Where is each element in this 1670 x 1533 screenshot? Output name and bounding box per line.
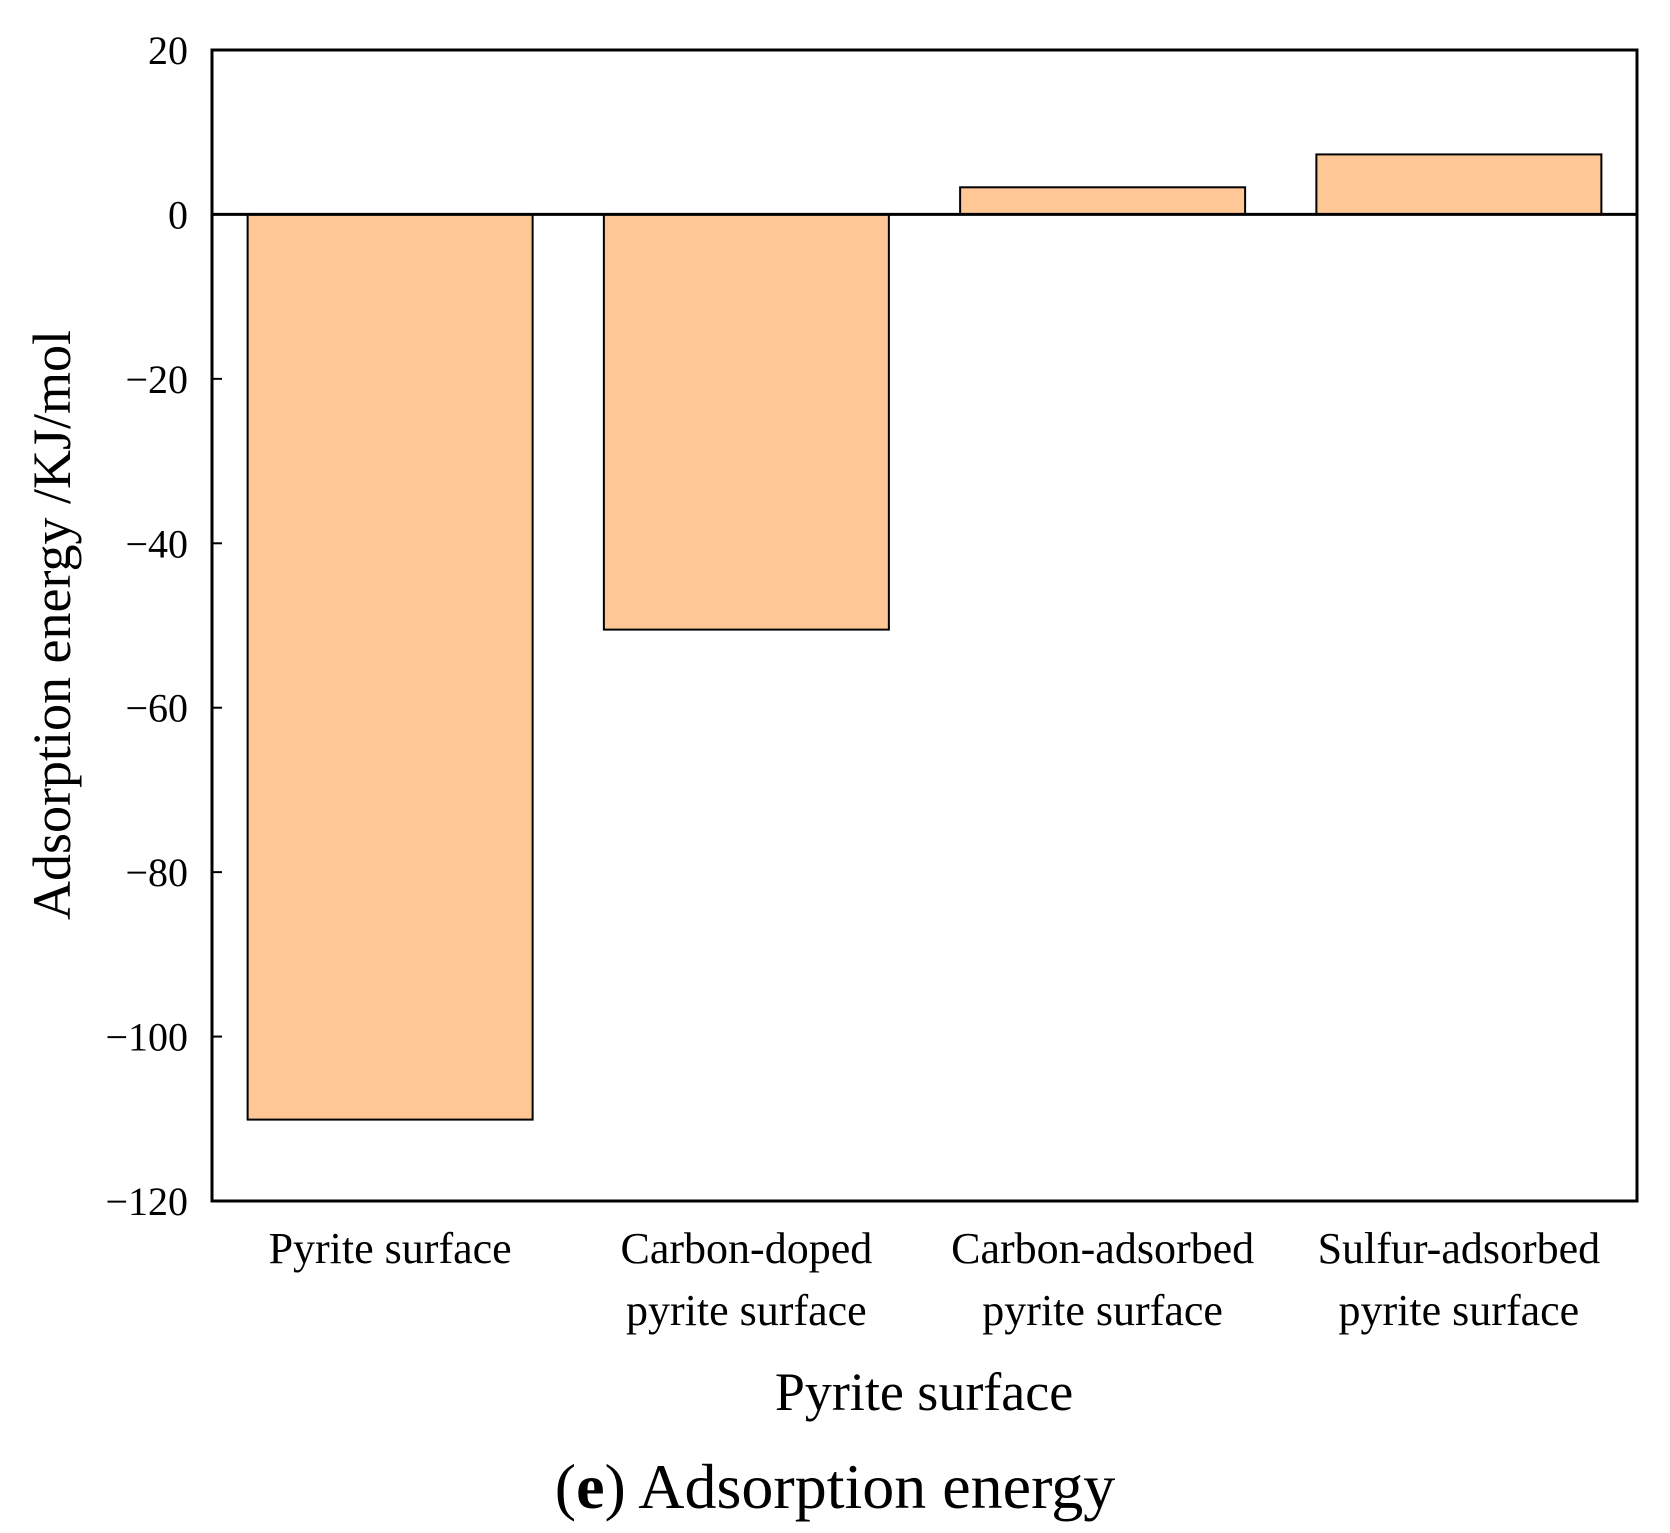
y-tick-label: 0 — [168, 192, 188, 237]
x-category-label-line: Carbon-doped — [621, 1224, 873, 1273]
caption-title: Adsorption energy — [626, 1451, 1115, 1522]
caption-open-paren: ( — [555, 1451, 576, 1522]
y-tick-label: 20 — [148, 28, 188, 73]
x-category-label-line: pyrite surface — [1339, 1286, 1580, 1335]
y-tick-label: −120 — [105, 1179, 188, 1224]
plot-frame — [210, 48, 1639, 1203]
bar-2 — [602, 213, 890, 631]
y-tick-label: −60 — [125, 686, 188, 731]
x-category-label: Pyrite surface — [269, 1224, 512, 1273]
y-axis-title: Adsorption energy /KJ/mol — [22, 330, 82, 920]
bar-3 — [959, 186, 1247, 216]
x-category-label-line: pyrite surface — [982, 1286, 1223, 1335]
x-category-label: Carbon-doped pyrite surface — [621, 1224, 873, 1335]
bars-group — [246, 153, 1603, 1121]
y-tick-label: −20 — [125, 357, 188, 402]
caption-close-paren: ) — [604, 1451, 625, 1522]
x-category-label: Carbon-adsorbed pyrite surface — [951, 1224, 1254, 1335]
x-axis-title: Pyrite surface — [775, 1362, 1073, 1422]
x-axis-category-labels: Pyrite surface Carbon-doped pyrite surface… — [269, 1224, 1601, 1335]
x-category-label-line: Pyrite surface — [269, 1224, 512, 1273]
figure-caption: (e) Adsorption energy — [555, 1451, 1115, 1522]
y-tick-label: −80 — [125, 850, 188, 895]
y-tick-label: −40 — [125, 521, 188, 566]
bar-1 — [246, 213, 534, 1121]
x-category-label-line: pyrite surface — [626, 1286, 867, 1335]
caption-panel-letter: e — [576, 1451, 604, 1522]
bar-4 — [1315, 153, 1603, 216]
y-axis-ticks: 20 0 −20 −40 −60 −80 −100 −120 — [105, 28, 222, 1224]
x-category-label: Sulfur-adsorbed pyrite surface — [1318, 1224, 1601, 1335]
y-tick-label: −100 — [105, 1015, 188, 1060]
x-category-label-line: Sulfur-adsorbed — [1318, 1224, 1601, 1273]
x-category-label-line: Carbon-adsorbed — [951, 1224, 1254, 1273]
